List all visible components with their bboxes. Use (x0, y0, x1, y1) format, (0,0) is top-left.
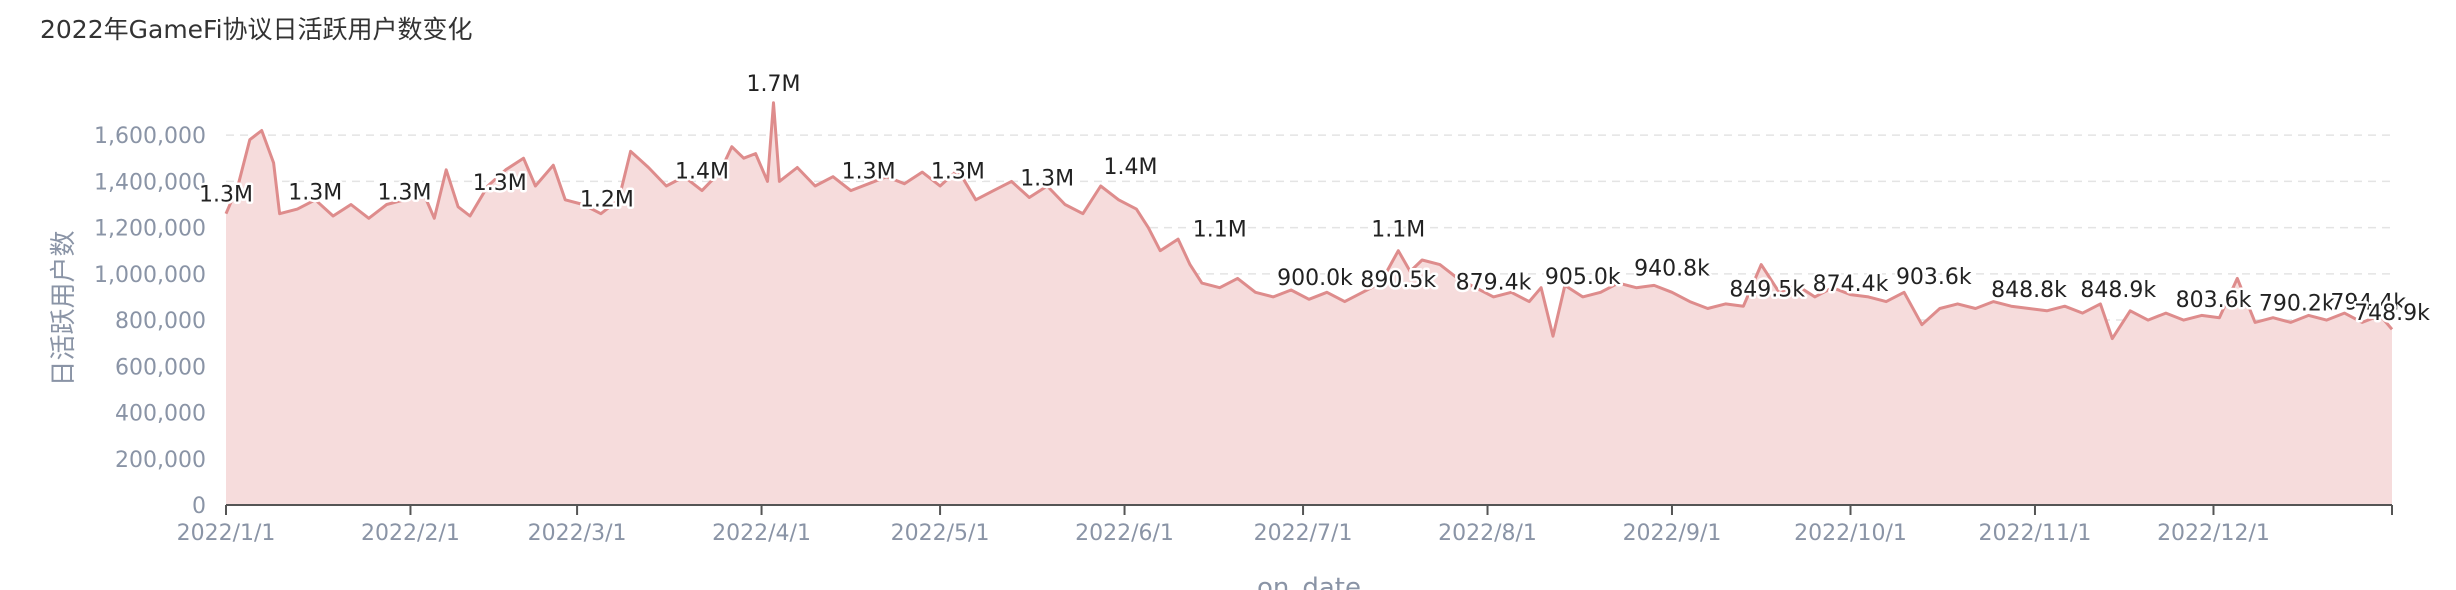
data-label: 1.1M (1193, 217, 1247, 242)
data-label: 1.4M (1103, 155, 1157, 180)
y-tick-label: 1,000,000 (94, 263, 206, 288)
y-tick-label: 600,000 (115, 355, 206, 380)
y-tick-label: 800,000 (115, 309, 206, 334)
x-axis-title: on_date (1257, 573, 1361, 590)
x-tick-label: 2022/9/1 (1623, 521, 1722, 546)
x-tick-label: 2022/8/1 (1438, 521, 1537, 546)
data-label: 940.8k (1634, 257, 1710, 282)
data-label: 903.6k (1896, 265, 1972, 290)
y-tick-label: 1,600,000 (94, 124, 206, 149)
x-tick-label: 2022/12/1 (2157, 521, 2270, 546)
y-tick-label: 1,200,000 (94, 217, 206, 242)
x-tick-label: 2022/7/1 (1254, 521, 1353, 546)
chart-title: 2022年GameFi协议日活跃用户数变化 (40, 15, 473, 44)
data-label: 874.4k (1813, 272, 1889, 297)
data-label: 1.3M (842, 160, 896, 185)
data-label: 848.8k (1991, 278, 2067, 303)
x-tick-label: 2022/1/1 (177, 521, 276, 546)
x-tick-label: 2022/2/1 (361, 521, 460, 546)
y-tick-label: 0 (192, 494, 206, 519)
x-tick-label: 2022/4/1 (712, 521, 811, 546)
y-tick-label: 1,400,000 (94, 170, 206, 195)
data-label: 803.6k (2176, 288, 2252, 313)
data-label: 900.0k (1277, 266, 1353, 291)
area-fill (226, 102, 2392, 506)
axes: 0 200,000 400,000 600,000 800,000 1,000,000 1,… (94, 124, 2393, 546)
y-axis-title: 日活跃用户数 (49, 230, 79, 386)
data-label: 890.5k (1360, 268, 1436, 293)
data-label: 794.4k (2330, 290, 2406, 315)
x-tick-label: 2022/10/1 (1794, 521, 1907, 546)
x-tick-label: 2022/6/1 (1075, 521, 1174, 546)
data-label: 1.3M (378, 180, 432, 205)
x-tick-label: 2022/11/1 (1979, 521, 2092, 546)
area-series (224, 101, 2394, 506)
data-labels: 1.3M 1.3M 1.3M 1.3M 1.2M 1.4M 1.7M 1.3M 1.3M 1.3M… (197, 69, 2433, 328)
data-label: 1.4M (675, 160, 729, 185)
series-line (224, 101, 2394, 341)
data-label: 1.3M (199, 183, 253, 208)
x-tick-label: 2022/5/1 (891, 521, 990, 546)
data-label: 905.0k (1545, 265, 1621, 290)
data-label: 748.9k (2354, 301, 2430, 326)
data-label: 790.2k (2259, 291, 2335, 316)
data-label: 1.3M (473, 171, 527, 196)
data-label: 1.3M (931, 160, 985, 185)
data-label: 849.5k (1729, 278, 1805, 303)
data-label: 1.1M (1371, 217, 1425, 242)
data-label: 1.2M (580, 187, 634, 212)
data-label: 879.4k (1456, 271, 1532, 296)
x-tick-label: 2022/3/1 (528, 521, 627, 546)
data-label: 1.3M (1020, 167, 1074, 192)
data-label: 1.7M (746, 72, 800, 97)
data-label: 1.3M (288, 180, 342, 205)
data-label: 848.9k (2080, 278, 2156, 303)
y-tick-label: 200,000 (115, 448, 206, 473)
y-tick-label: 400,000 (115, 402, 206, 427)
